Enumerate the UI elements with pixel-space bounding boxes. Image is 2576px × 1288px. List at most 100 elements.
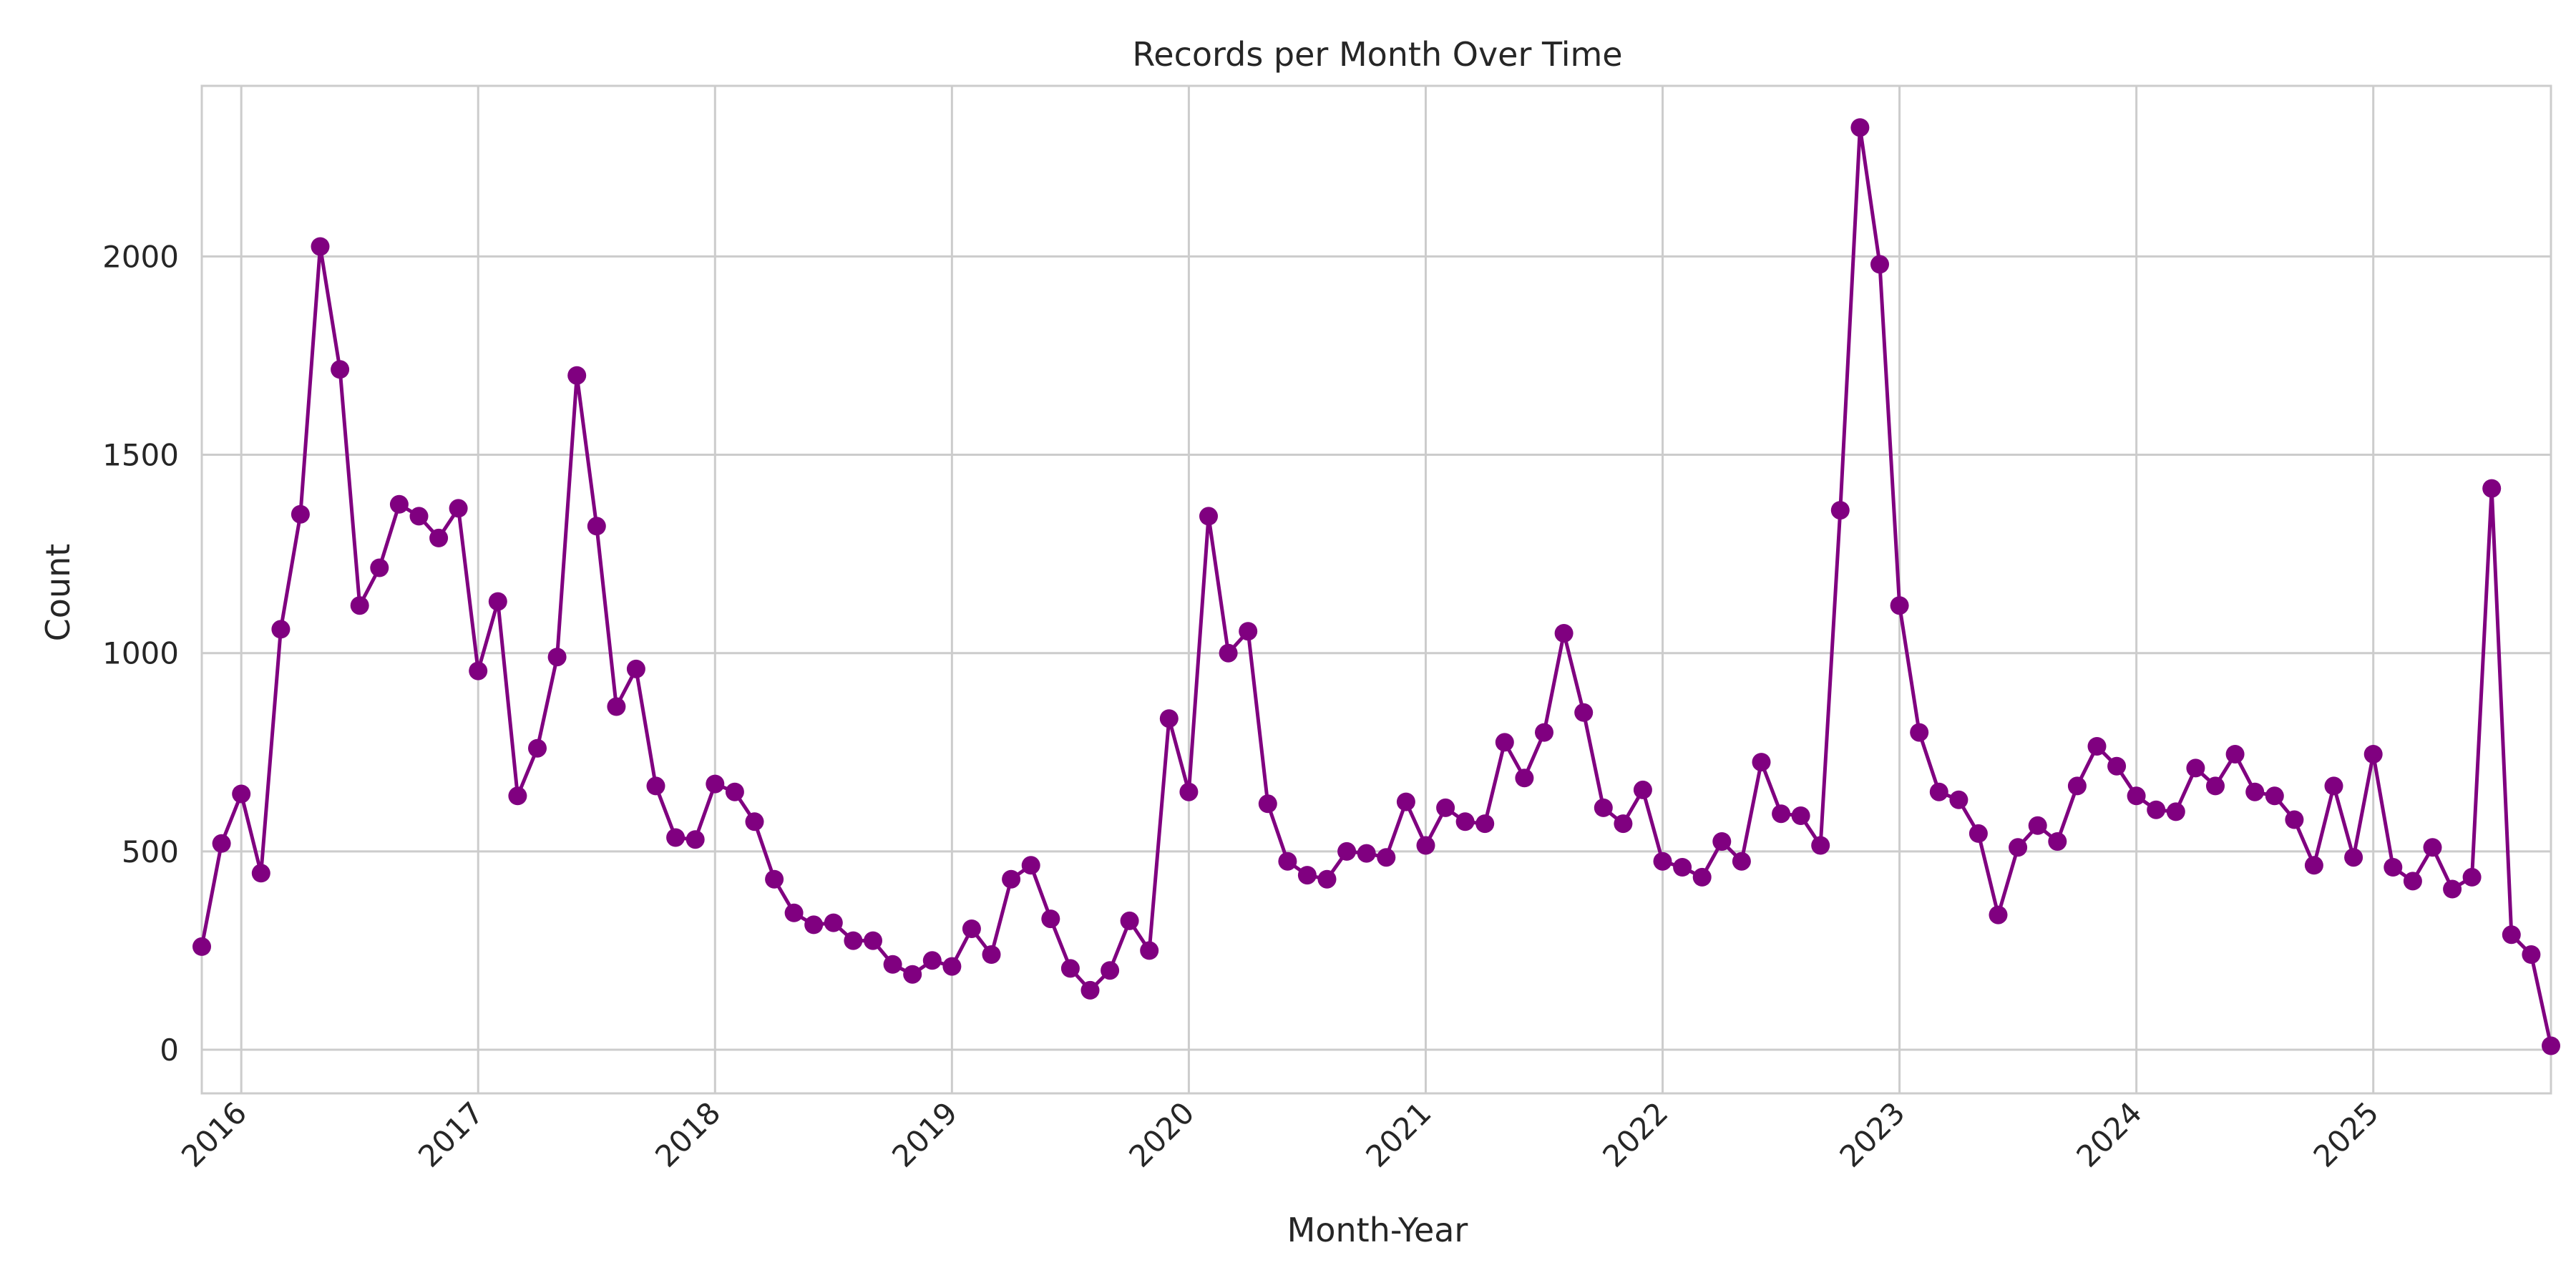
data-point	[1633, 780, 1652, 799]
data-point	[1140, 941, 1159, 960]
data-point	[2423, 838, 2442, 857]
data-point	[1791, 806, 1810, 825]
data-point	[2324, 776, 2343, 796]
data-point	[1436, 798, 1455, 817]
data-point	[765, 869, 784, 889]
data-point	[2147, 800, 2166, 819]
data-point	[2245, 782, 2265, 801]
data-point	[192, 937, 211, 956]
data-point	[1159, 709, 1179, 728]
y-tick-label: 0	[160, 1033, 179, 1068]
data-point	[449, 499, 468, 518]
data-point	[1850, 118, 1870, 137]
data-points	[192, 118, 2560, 1055]
data-point	[666, 828, 686, 847]
data-point	[528, 738, 547, 758]
y-axis-label: Count	[39, 544, 77, 642]
data-point	[350, 596, 369, 615]
data-point	[1653, 852, 1672, 871]
data-point	[607, 697, 626, 716]
data-point	[883, 955, 902, 974]
data-point	[1002, 869, 1021, 889]
data-point	[1101, 961, 1120, 980]
y-tick-label: 2000	[102, 239, 179, 274]
y-axis-ticks: 0 500 1000 1500 2000	[102, 239, 179, 1068]
data-point	[2304, 856, 2323, 875]
data-point	[1535, 723, 1553, 742]
data-point	[409, 507, 429, 526]
data-point	[1890, 596, 1909, 615]
data-point	[1692, 867, 1712, 887]
data-point	[1495, 733, 1514, 752]
data-point	[1455, 812, 1475, 831]
data-point	[469, 661, 488, 680]
x-axis-label: Month-Year	[1287, 1211, 1468, 1249]
data-point	[2363, 745, 2383, 763]
data-point	[567, 366, 587, 385]
data-point	[251, 864, 270, 883]
data-point	[2462, 867, 2482, 887]
data-point	[2009, 838, 2028, 857]
data-point	[1080, 980, 1100, 1000]
data-point	[1060, 959, 1080, 978]
y-tick-label: 1500	[102, 438, 179, 473]
data-point	[547, 648, 567, 667]
chart-title: Records per Month Over Time	[1132, 35, 1622, 74]
data-point	[903, 965, 922, 984]
data-point	[864, 931, 882, 950]
data-point	[2087, 737, 2107, 756]
data-point	[429, 528, 449, 547]
data-point	[587, 517, 606, 536]
data-point	[686, 830, 705, 849]
data-point	[2384, 858, 2403, 877]
data-point	[1475, 814, 1495, 834]
data-point	[1949, 790, 1968, 809]
data-point	[1752, 753, 1771, 772]
data-point	[2166, 802, 2185, 821]
data-point	[1594, 798, 1613, 817]
data-point	[370, 558, 389, 577]
data-point	[1021, 856, 1040, 875]
data-point	[1041, 909, 1060, 929]
data-point	[1929, 782, 1948, 801]
data-point	[2265, 786, 2284, 806]
data-point	[331, 360, 350, 379]
data-point	[291, 504, 310, 524]
data-point	[962, 919, 981, 938]
data-point	[1574, 703, 1594, 722]
data-point	[1712, 832, 1732, 851]
data-point	[1219, 643, 1238, 663]
data-point	[784, 903, 804, 922]
data-point	[824, 913, 843, 932]
data-point	[1317, 869, 1337, 889]
data-point	[271, 620, 291, 639]
data-point	[982, 945, 1001, 964]
data-point	[2048, 832, 2067, 851]
data-point	[1989, 905, 2008, 924]
data-point	[2028, 816, 2047, 835]
data-point	[1830, 501, 1850, 520]
y-tick-label: 500	[122, 834, 179, 869]
data-point	[508, 786, 527, 806]
data-point	[1910, 723, 1929, 742]
data-point	[1377, 848, 1396, 867]
data-point	[2107, 756, 2127, 776]
data-point	[2482, 479, 2502, 498]
data-point	[232, 784, 251, 804]
data-point	[1297, 866, 1317, 885]
data-point	[212, 834, 231, 853]
data-point	[2443, 879, 2462, 899]
data-point	[2502, 925, 2521, 945]
data-point	[1811, 836, 1830, 855]
data-point	[725, 782, 744, 801]
data-point	[311, 237, 330, 256]
data-point	[2225, 745, 2245, 763]
data-point	[745, 812, 764, 831]
data-point	[2344, 848, 2363, 867]
data-point	[1732, 852, 1751, 871]
data-point	[2127, 786, 2146, 806]
data-point	[1614, 814, 1633, 834]
data-point	[844, 931, 863, 950]
y-tick-label: 1000	[102, 636, 179, 671]
